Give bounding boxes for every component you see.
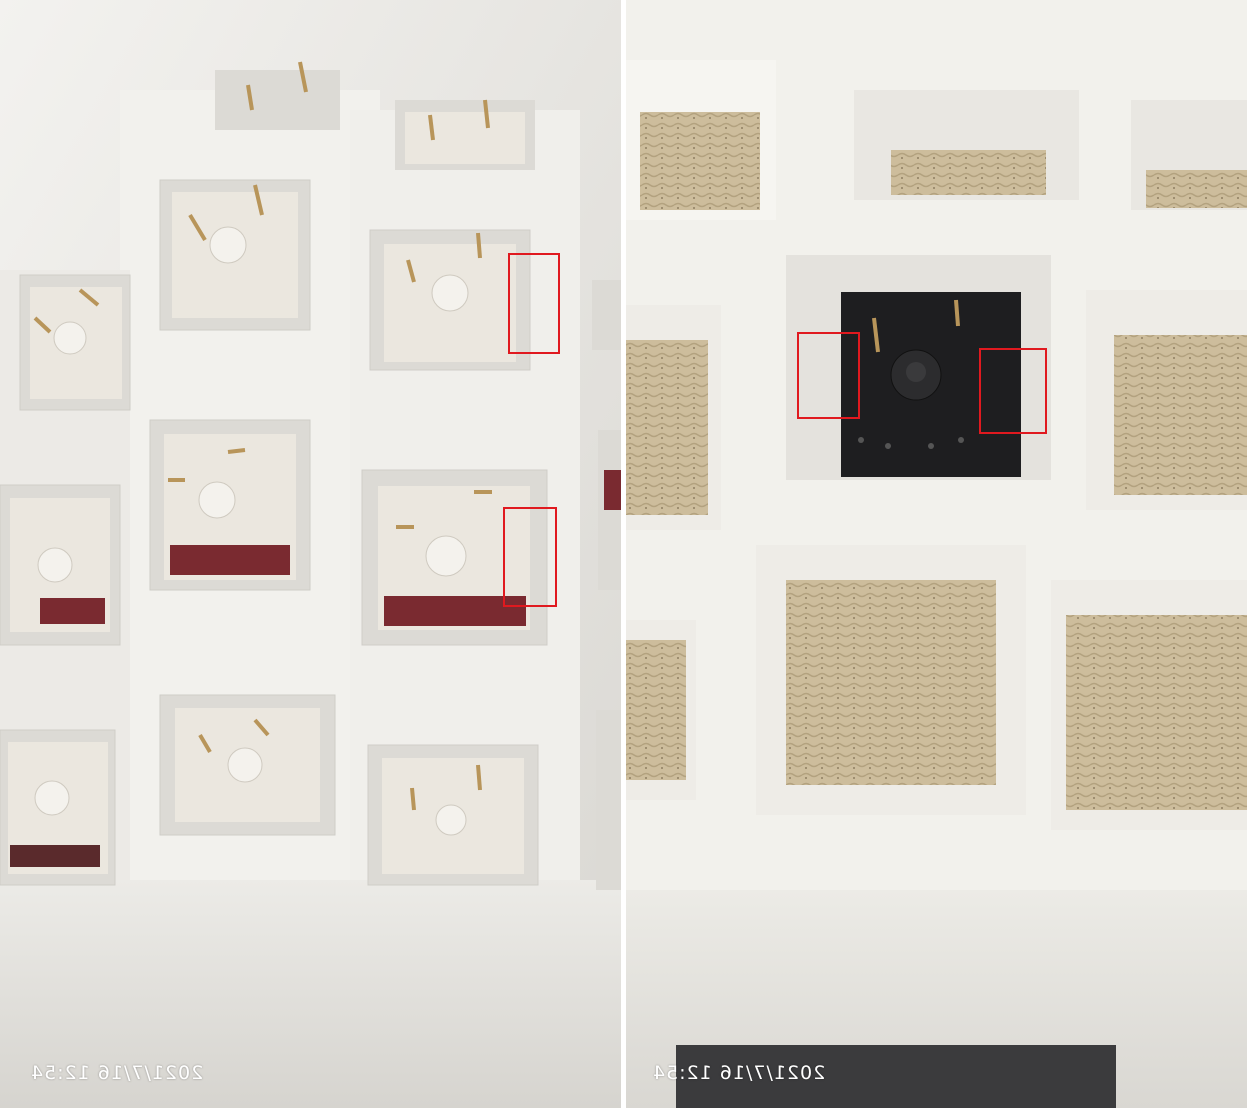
empty-socket [1086, 290, 1247, 510]
panel-divider [621, 0, 626, 1108]
highlight-box [508, 253, 560, 354]
empty-socket [1131, 100, 1247, 210]
right-photo-scene [626, 0, 1247, 1108]
photo-timestamp: 2021/7/16 12:54 [30, 1062, 204, 1084]
empty-socket [1051, 580, 1247, 830]
switch-socket [0, 729, 116, 886]
highlight-box [503, 507, 557, 607]
switch-socket [395, 99, 535, 170]
switch-socket [215, 61, 340, 130]
switch-socket [19, 274, 131, 411]
empty-socket [626, 305, 721, 530]
right-photo: 2021/7/16 12:54 [626, 0, 1247, 1108]
photo-timestamp: 2021/7/16 12:54 [652, 1062, 826, 1084]
switch-socket [369, 229, 531, 371]
switch-socket [159, 694, 336, 836]
switch-socket [159, 179, 311, 331]
empty-socket [626, 60, 776, 220]
empty-socket [756, 545, 1026, 815]
empty-socket [626, 620, 696, 800]
switch-socket [149, 419, 311, 591]
left-photo-scene [0, 0, 621, 1108]
black-switch [786, 255, 1051, 480]
highlight-box [979, 348, 1047, 434]
switch-socket [361, 469, 548, 646]
highlight-box [797, 332, 860, 419]
switch-socket [0, 484, 121, 646]
empty-socket [854, 90, 1079, 200]
left-photo: 2021/7/16 12:54 [0, 0, 621, 1108]
switch-socket [367, 744, 539, 886]
